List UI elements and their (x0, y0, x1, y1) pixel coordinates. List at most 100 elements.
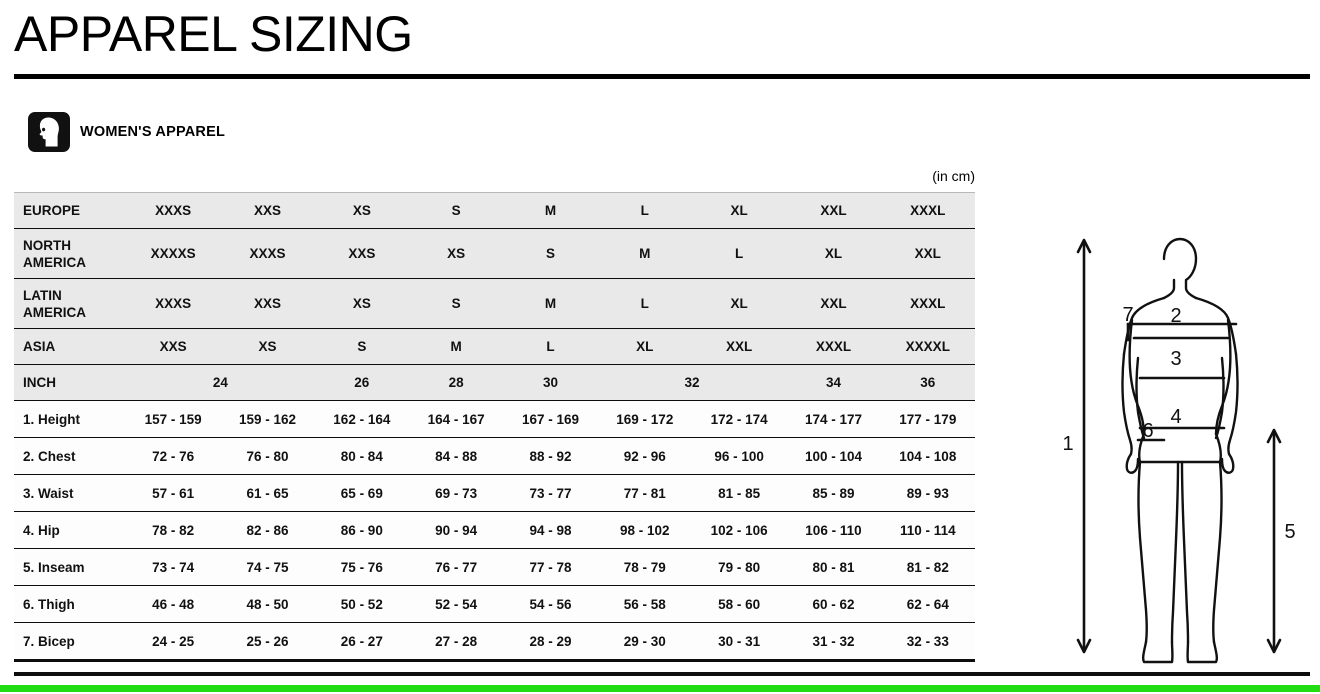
table-row-inseam: 5. Inseam 73 - 74 74 - 75 75 - 76 76 - 7… (14, 548, 975, 586)
measure-cell: 98 - 102 (597, 511, 692, 549)
measure-cell: 81 - 85 (691, 474, 787, 512)
figure-marker-2: 2 (1170, 305, 1181, 327)
measure-cell: 48 - 50 (220, 585, 315, 623)
row-label-inch: INCH (14, 364, 126, 401)
size-cell: XS (408, 228, 504, 279)
measure-cell: 102 - 106 (691, 511, 787, 549)
row-label-asia: ASIA (14, 328, 126, 365)
body-measurement-diagram: 1 2 3 4 5 6 7 (1040, 228, 1320, 670)
measure-cell: 76 - 80 (220, 437, 315, 475)
measure-cell: 86 - 90 (314, 511, 409, 549)
measure-cell: 58 - 60 (691, 585, 787, 623)
measure-cell: 88 - 92 (503, 437, 598, 475)
category-header: WOMEN'S APPAREL (28, 112, 225, 152)
measure-cell: 54 - 56 (503, 585, 598, 623)
figure-marker-1: 1 (1062, 433, 1073, 455)
measure-cell: 79 - 80 (691, 548, 787, 586)
measure-cell: 73 - 74 (126, 548, 221, 586)
size-cell: XXL (786, 192, 881, 229)
measure-cell: 94 - 98 (503, 511, 598, 549)
measure-cell: 110 - 114 (880, 511, 975, 549)
row-label-north-america: NORTH AMERICA (14, 228, 126, 279)
figure-marker-4: 4 (1170, 406, 1181, 428)
measure-cell: 28 - 29 (503, 622, 598, 662)
figure-marker-6: 6 (1142, 420, 1153, 442)
table-row-thigh: 6. Thigh 46 - 48 48 - 50 50 - 52 52 - 54… (14, 585, 975, 623)
row-label-chest: 2. Chest (14, 437, 126, 475)
size-cell: XXS (220, 192, 315, 229)
table-row-hip: 4. Hip 78 - 82 82 - 86 86 - 90 90 - 94 9… (14, 511, 975, 549)
page-title: APPAREL SIZING (14, 6, 413, 62)
measure-cell: 26 - 27 (314, 622, 409, 662)
measure-cell: 174 - 177 (786, 400, 881, 438)
measure-cell: 50 - 52 (314, 585, 409, 623)
figure-marker-7: 7 (1122, 304, 1133, 326)
measure-cell: 76 - 77 (408, 548, 504, 586)
measure-cell: 85 - 89 (786, 474, 881, 512)
inch-cell: 26 (314, 364, 409, 401)
inch-cell: 30 (503, 364, 598, 401)
measure-cell: 65 - 69 (314, 474, 409, 512)
measure-cell: 73 - 77 (503, 474, 598, 512)
size-cell: XL (691, 278, 787, 329)
size-cell: S (314, 328, 409, 365)
measure-cell: 56 - 58 (597, 585, 692, 623)
table-row-inch: INCH 24 26 28 30 32 34 36 (14, 364, 975, 401)
inch-cell: 32 (597, 364, 787, 401)
measure-cell: 52 - 54 (408, 585, 504, 623)
bottom-accent-bar (0, 685, 1320, 692)
measure-cell: 32 - 33 (880, 622, 975, 662)
row-label-line1: LATIN (23, 287, 62, 303)
size-cell: XS (220, 328, 315, 365)
measure-cell: 90 - 94 (408, 511, 504, 549)
measure-cell: 164 - 167 (408, 400, 504, 438)
size-cell: M (597, 228, 692, 279)
size-cell: XXXS (126, 192, 221, 229)
row-label-line1: NORTH (23, 237, 71, 253)
measure-cell: 106 - 110 (786, 511, 881, 549)
measure-cell: 46 - 48 (126, 585, 221, 623)
size-cell: XXXXS (126, 228, 221, 279)
row-label-hip: 4. Hip (14, 511, 126, 549)
measure-cell: 29 - 30 (597, 622, 692, 662)
size-cell: L (597, 192, 692, 229)
size-cell: XXXS (126, 278, 221, 329)
measure-cell: 31 - 32 (786, 622, 881, 662)
size-cell: XXL (880, 228, 975, 279)
size-cell: XXS (126, 328, 221, 365)
measure-cell: 100 - 104 (786, 437, 881, 475)
measure-cell: 24 - 25 (126, 622, 221, 662)
inch-cell: 24 (126, 364, 315, 401)
woman-head-silhouette-icon (28, 112, 70, 152)
measure-cell: 77 - 81 (597, 474, 692, 512)
measure-cell: 167 - 169 (503, 400, 598, 438)
table-row-height: 1. Height 157 - 159 159 - 162 162 - 164 … (14, 400, 975, 438)
size-cell: XL (691, 192, 787, 229)
measure-cell: 92 - 96 (597, 437, 692, 475)
measure-cell: 75 - 76 (314, 548, 409, 586)
measure-cell: 57 - 61 (126, 474, 221, 512)
figure-marker-5: 5 (1284, 521, 1295, 543)
size-cell: XS (314, 278, 409, 329)
table-row-waist: 3. Waist 57 - 61 61 - 65 65 - 69 69 - 73… (14, 474, 975, 512)
size-cell: M (408, 328, 504, 365)
size-cell: L (691, 228, 787, 279)
measure-cell: 30 - 31 (691, 622, 787, 662)
row-label-waist: 3. Waist (14, 474, 126, 512)
inch-cell: 28 (408, 364, 504, 401)
measure-cell: 82 - 86 (220, 511, 315, 549)
title-divider (14, 74, 1310, 79)
measure-cell: 157 - 159 (126, 400, 221, 438)
measure-cell: 89 - 93 (880, 474, 975, 512)
measure-cell: 177 - 179 (880, 400, 975, 438)
size-cell: XXXXL (880, 328, 975, 365)
size-cell: M (503, 192, 598, 229)
row-label-bicep: 7. Bicep (14, 622, 126, 662)
measure-cell: 78 - 79 (597, 548, 692, 586)
size-cell: XL (786, 228, 881, 279)
measure-cell: 69 - 73 (408, 474, 504, 512)
row-label-europe: EUROPE (14, 192, 126, 229)
measure-cell: 78 - 82 (126, 511, 221, 549)
table-row-asia: ASIA XXS XS S M L XL XXL XXXL XXXXL (14, 328, 975, 365)
measure-cell: 84 - 88 (408, 437, 504, 475)
